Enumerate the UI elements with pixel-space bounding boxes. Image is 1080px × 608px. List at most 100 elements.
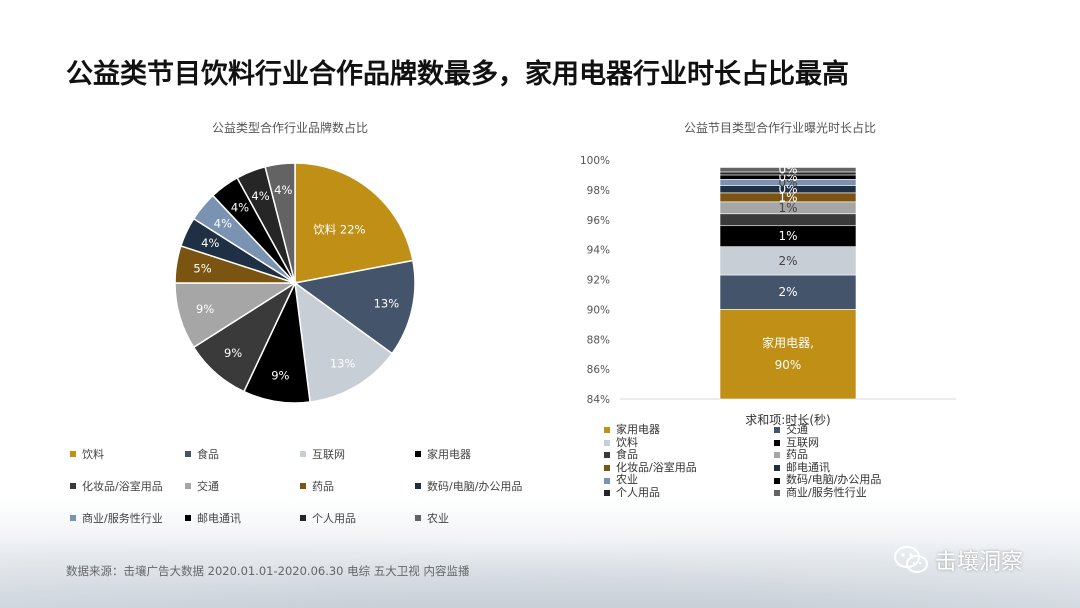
wechat-icon bbox=[894, 546, 928, 573]
legend-label: 化妆品/浴室用品 bbox=[616, 460, 697, 474]
pie-legend-item-化妆品-浴室用品: 化妆品/浴室用品 bbox=[70, 478, 185, 494]
pie-legend: 饮料 食品 互联网 家用电器化妆品/浴室用品 交通 药品 数码/电脑/办公用品商业/服务性行… bbox=[70, 446, 540, 526]
legend-swatch bbox=[774, 477, 780, 484]
legend-label: 商业/服务性行业 bbox=[82, 512, 163, 525]
pie-legend-item-家用电器: 家用电器 bbox=[415, 446, 540, 462]
pie-legend-item-药品: 药品 bbox=[300, 478, 415, 494]
y-tick-label: 94% bbox=[587, 245, 610, 257]
legend-swatch bbox=[300, 451, 306, 457]
legend-label: 数码/电脑/办公用品 bbox=[427, 480, 523, 493]
legend-label: 饮料 bbox=[82, 448, 104, 461]
legend-label: 家用电器 bbox=[427, 448, 471, 461]
legend-swatch bbox=[774, 490, 780, 497]
pie-legend-item-商业-服务性行业: 商业/服务性行业 bbox=[70, 510, 185, 526]
legend-swatch bbox=[70, 515, 76, 521]
watermark-text: 击壤洞察 bbox=[935, 550, 1024, 575]
legend-swatch bbox=[185, 483, 191, 489]
legend-label: 邮电通讯 bbox=[197, 512, 241, 525]
legend-label: 邮电通讯 bbox=[786, 460, 830, 474]
legend-label: 互联网 bbox=[312, 448, 345, 461]
bar-legend-item-互联网: 互联网 bbox=[774, 435, 934, 450]
legend-swatch bbox=[604, 452, 610, 459]
pie-label-交通: 9% bbox=[196, 302, 214, 316]
bar-legend-item-食品: 食品 bbox=[604, 449, 774, 462]
legend-label: 农业 bbox=[427, 512, 449, 525]
legend-label: 药品 bbox=[786, 448, 808, 462]
pie-label-邮电通讯: 4% bbox=[231, 200, 249, 214]
legend-label: 个人用品 bbox=[312, 512, 356, 525]
bar-legend-item-家用电器: 家用电器 bbox=[604, 423, 774, 437]
pie-slice-农业 bbox=[264, 162, 296, 284]
legend-swatch bbox=[604, 439, 610, 446]
pie-label-药品: 5% bbox=[193, 261, 211, 275]
pie-label-商业-服务性行业: 4% bbox=[214, 216, 232, 230]
bar-legend-item-个人用品: 个人用品 bbox=[604, 485, 774, 500]
pie-legend-item-食品: 食品 bbox=[185, 446, 300, 462]
legend-label: 家用电器 bbox=[616, 423, 660, 436]
bar-legend-item-饮料: 饮料 bbox=[604, 435, 774, 450]
legend-label: 食品 bbox=[197, 448, 219, 461]
bar-legend-item-药品: 药品 bbox=[774, 449, 934, 462]
pie-label-化妆品-浴室用品: 9% bbox=[224, 346, 242, 360]
y-tick-label: 92% bbox=[587, 275, 610, 287]
legend-swatch bbox=[300, 515, 306, 521]
y-tick-label: 96% bbox=[587, 215, 610, 227]
pie-label-饮料: 饮料 22% bbox=[313, 222, 365, 236]
bar-legend-item-邮电通讯: 邮电通讯 bbox=[774, 460, 934, 475]
bar-legend-item-化妆品-浴室用品: 化妆品/浴室用品 bbox=[604, 460, 774, 475]
legend-label: 个人用品 bbox=[616, 485, 660, 499]
legend-swatch bbox=[774, 439, 780, 446]
bar-label-家用电器: 家用电器, bbox=[762, 335, 814, 350]
pie-label-个人用品: 4% bbox=[251, 189, 269, 203]
legend-swatch bbox=[70, 483, 76, 489]
page-title: 公益类节目饮料行业合作品牌数最多，家用电器行业时长占比最高 bbox=[66, 59, 849, 90]
legend-label: 交通 bbox=[786, 423, 808, 436]
bar-legend: 家用电器 交通 饮料 互联网 食品 药品 化妆品/浴室用品 邮电通讯 农业 数码/电脑/办公用品个… bbox=[604, 423, 934, 500]
y-tick-label: 90% bbox=[587, 304, 610, 316]
pie-legend-item-个人用品: 个人用品 bbox=[300, 510, 415, 526]
bar-segment-商业-服务性行业 bbox=[719, 167, 857, 173]
pie-label-食品: 13% bbox=[374, 296, 400, 310]
legend-swatch bbox=[774, 427, 780, 434]
pie-legend-item-互联网: 互联网 bbox=[300, 446, 415, 462]
bar-label-互联网: 1% bbox=[778, 229, 797, 243]
legend-swatch bbox=[415, 483, 421, 489]
pie-label-农业: 4% bbox=[274, 183, 292, 197]
legend-swatch bbox=[604, 490, 610, 497]
pie-legend-item-数码-电脑-办公用品: 数码/电脑/办公用品 bbox=[415, 478, 540, 494]
data-source-note: 数据来源：击壤广告大数据 2020.01.01-2020.06.30 电综 五大… bbox=[66, 564, 470, 578]
pie-legend-item-农业: 农业 bbox=[415, 510, 540, 526]
legend-swatch bbox=[604, 477, 610, 484]
bar-label-家用电器: 90% bbox=[775, 358, 802, 372]
bar-legend-item-交通: 交通 bbox=[774, 423, 934, 437]
y-tick-label: 98% bbox=[587, 185, 610, 197]
bar-chart-title: 公益节目类型合作行业曝光时长占比 bbox=[683, 121, 876, 135]
legend-label: 饮料 bbox=[616, 435, 638, 449]
pie-legend-item-交通: 交通 bbox=[185, 478, 300, 494]
watermark: 击壤洞察 bbox=[893, 544, 1023, 576]
pie-legend-item-邮电通讯: 邮电通讯 bbox=[185, 510, 300, 526]
legend-label: 化妆品/浴室用品 bbox=[82, 480, 163, 493]
wave-decoration bbox=[0, 518, 1080, 608]
pie-label-数码-电脑-办公用品: 4% bbox=[201, 236, 219, 250]
bar-segment-饮料 bbox=[719, 246, 857, 276]
y-tick-label: 84% bbox=[587, 394, 610, 406]
bar-label-药品: 1% bbox=[778, 201, 797, 215]
legend-label: 商业/服务性行业 bbox=[786, 485, 867, 499]
bar-legend-item-农业: 农业 bbox=[604, 474, 774, 487]
legend-label: 互联网 bbox=[786, 435, 819, 449]
bar-segment-交通 bbox=[719, 274, 857, 310]
pie-legend-item-饮料: 饮料 bbox=[70, 446, 185, 462]
bar-segment-家用电器 bbox=[719, 309, 857, 400]
legend-label: 食品 bbox=[616, 448, 638, 462]
pie-slice-互联网 bbox=[294, 281, 394, 403]
legend-label: 药品 bbox=[312, 480, 334, 493]
legend-swatch bbox=[604, 427, 610, 434]
bar-label-饮料: 2% bbox=[778, 254, 797, 268]
legend-swatch bbox=[774, 465, 780, 472]
pie-label-家用电器: 9% bbox=[271, 368, 289, 382]
legend-label: 交通 bbox=[197, 480, 219, 493]
pie-slice-饮料 bbox=[294, 162, 414, 284]
pie-label-互联网: 13% bbox=[330, 357, 356, 371]
bar-label-交通: 2% bbox=[778, 285, 797, 299]
